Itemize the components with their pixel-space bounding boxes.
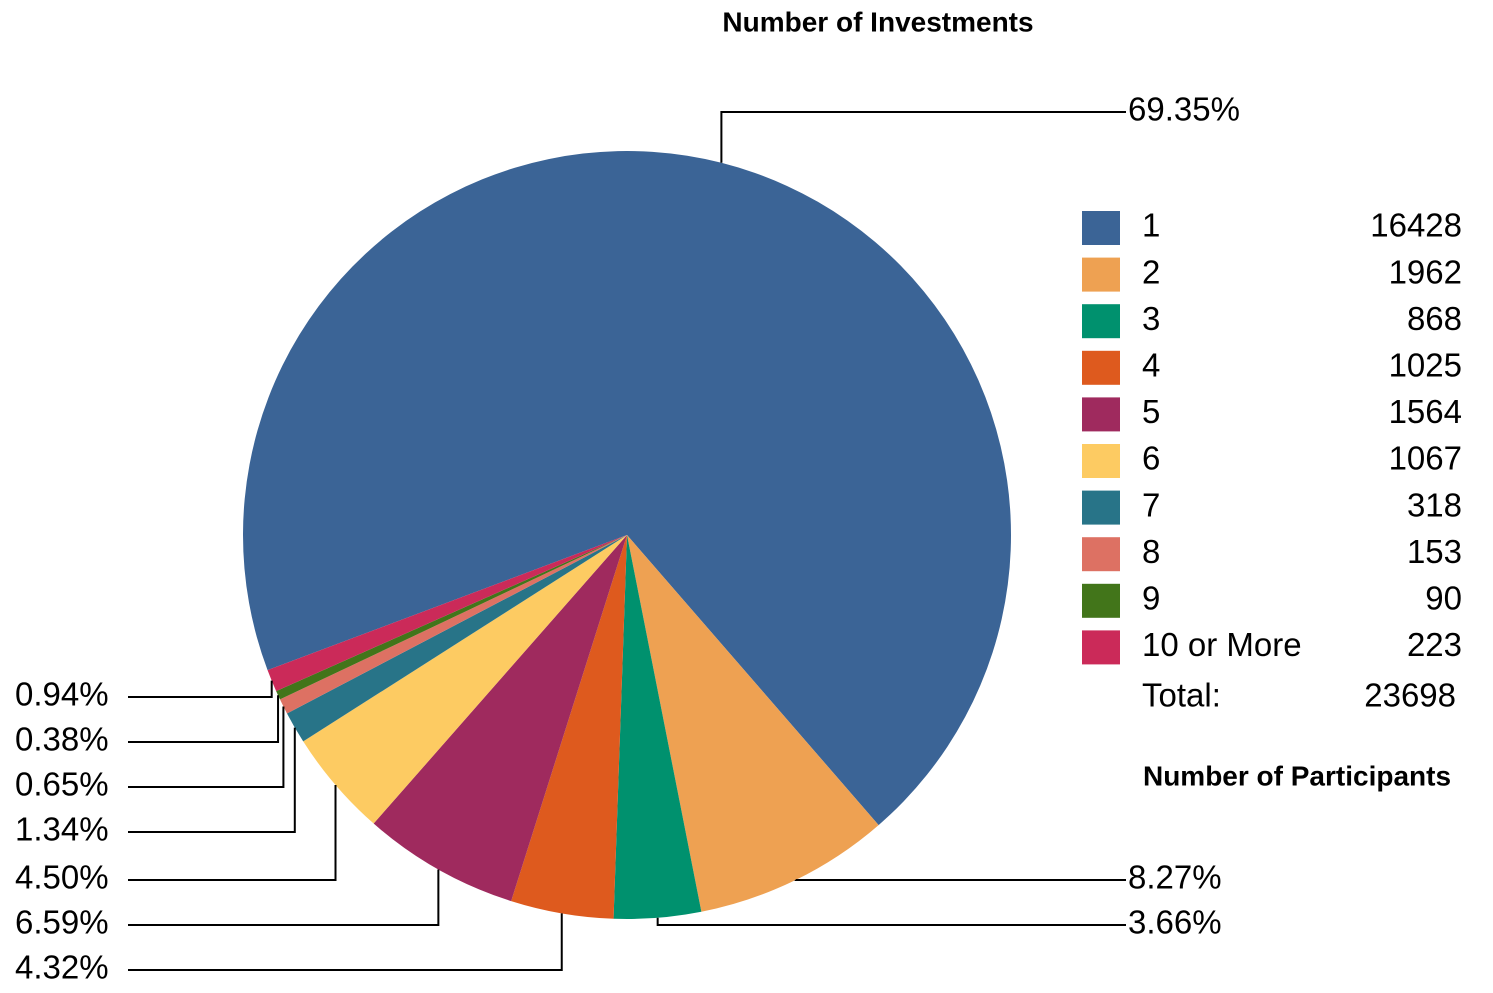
legend-label: 4 [1142,347,1160,384]
legend-title: Number of Participants [1143,760,1451,791]
legend-count: 1025 [1389,347,1462,384]
data-label: 4.32% [15,949,109,986]
leader-line [128,706,283,787]
legend-count: 153 [1407,533,1462,570]
leader-line [721,112,1126,163]
data-label: 8.27% [1128,859,1222,896]
legend-count: 16428 [1370,207,1462,244]
legend-label: 1 [1142,207,1160,244]
leader-line [658,918,1126,925]
data-label: 6.59% [15,904,109,941]
legend-label: 8 [1142,533,1160,570]
data-label: 1.34% [15,811,109,848]
data-label: 0.38% [15,721,109,758]
legend-label: 3 [1142,300,1160,337]
legend-label: 10 or More [1142,626,1302,663]
legend-count: 90 [1425,580,1462,617]
total-label: Total: [1142,677,1221,714]
legend-count: 318 [1407,486,1462,523]
legend-swatch [1082,491,1120,525]
chart-title: Number of Investments [722,6,1033,37]
leader-line [128,869,438,925]
legend-swatch [1082,444,1120,478]
legend-swatch [1082,537,1120,571]
legend-label: 9 [1142,580,1160,617]
legend-swatch [1082,397,1120,431]
legend-swatch [1082,351,1120,385]
leader-line [128,681,272,697]
legend-swatch [1082,258,1120,292]
data-label: 4.50% [15,859,109,896]
leader-line [128,913,562,970]
data-label: 0.94% [15,676,109,713]
data-label: 0.65% [15,766,109,803]
legend-count: 1962 [1389,253,1462,290]
legend-count: 1564 [1389,393,1462,430]
legend-count: 868 [1407,300,1462,337]
data-label: 3.66% [1128,904,1222,941]
legend-label: 5 [1142,393,1160,430]
legend-swatch [1082,584,1120,618]
legend-swatch [1082,630,1120,664]
legend-count: 1067 [1389,440,1462,477]
legend-swatch [1082,211,1120,245]
data-label: 69.35% [1128,91,1240,128]
legend-label: 7 [1142,486,1160,523]
legend-count: 223 [1407,626,1462,663]
total-value: 23698 [1364,677,1456,714]
legend-swatch [1082,304,1120,338]
leader-line [128,728,295,832]
leader-line [128,695,278,742]
legend-label: 6 [1142,440,1160,477]
legend-label: 2 [1142,253,1160,290]
